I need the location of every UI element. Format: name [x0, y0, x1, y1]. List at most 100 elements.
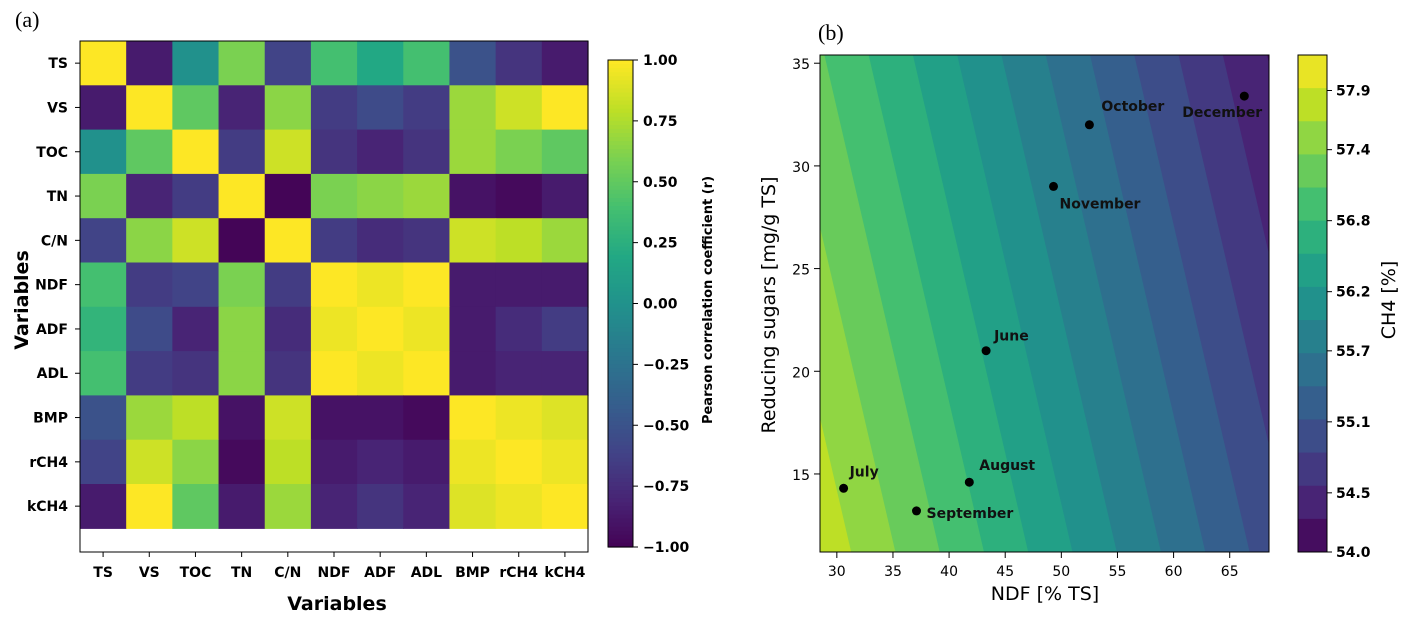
contour-band [868, 55, 1029, 552]
colorbar-segment [608, 413, 633, 418]
heatmap-cell [495, 395, 543, 441]
heatmap-cell [264, 306, 312, 352]
x-tick-label: 30 [828, 564, 846, 580]
colorbar-segment [608, 502, 633, 508]
colorbar-segment [608, 116, 633, 122]
heatmap-cell [449, 129, 497, 175]
heatmap-cell [403, 41, 451, 86]
x-tick-label: 35 [884, 564, 902, 580]
heatmap-colorbar-label: Pearson correlation coefficient (r) [701, 176, 716, 424]
heatmap-cell [541, 306, 589, 352]
colorbar-segment [608, 498, 633, 503]
heatmap-cell [310, 41, 358, 86]
colorbar-segment [608, 494, 633, 499]
heatmap-cell [495, 351, 543, 396]
colorbar-segment [608, 80, 633, 85]
heatmap-cell [218, 306, 266, 352]
contour-band [824, 55, 985, 552]
heatmap-cell [172, 173, 220, 219]
colorbar-segment [608, 315, 633, 321]
heatmap-y-tick-label: NDF [35, 278, 68, 294]
heatmap-cell [126, 439, 173, 485]
heatmap-y-tick-label: TOC [36, 145, 68, 161]
colorbar-segment [608, 230, 633, 236]
heatmap-cell [310, 395, 358, 441]
colorbar-segment [608, 506, 633, 512]
heatmap-cell [495, 484, 543, 529]
colorbar-segment [608, 518, 633, 524]
colorbar-segment [608, 165, 633, 171]
colorbar-segment [608, 348, 633, 353]
heatmap-cell [126, 41, 173, 86]
ch4-colorbar-segment [1298, 386, 1327, 420]
colorbar-segment [608, 433, 633, 439]
colorbar-segment [608, 193, 633, 199]
colorbar-segment [608, 486, 633, 491]
ch4-colorbar-tick-label: 56.2 [1336, 285, 1371, 301]
heatmap-x-tick-label: rCH4 [499, 565, 538, 581]
heatmap-cell [264, 85, 312, 131]
y-tick-label: 25 [792, 263, 810, 279]
contour-x-axis-label: NDF [% TS] [991, 583, 1099, 605]
colorbar-segment [608, 96, 633, 102]
heatmap-x-axis-label: Variables [287, 593, 387, 615]
heatmap-x-tick-labels: TS VS TOC TN C/N NDF ADF ADL BMP rCH4 kCH4 [93, 552, 586, 581]
colorbar-segment [608, 388, 633, 394]
colorbar-segment [608, 526, 633, 532]
heatmap-cell [541, 85, 589, 131]
heatmap-cell [310, 262, 358, 308]
heatmap-y-tick-label: BMP [33, 411, 68, 427]
panel-a: (a) TS VS TOC TN C/N NDF ADF ADL BMP rCH4 kCH4 TS V… [11, 7, 716, 615]
heatmap-cell [172, 484, 220, 529]
heatmap-cell [541, 484, 589, 529]
heatmap-x-tick-label: C/N [274, 565, 301, 581]
colorbar-segment [608, 181, 633, 187]
heatmap-cell [264, 173, 312, 219]
colorbar-segment [608, 202, 633, 207]
heatmap-cell [172, 129, 220, 175]
colorbar-segment [608, 303, 633, 309]
contour-y-axis-label: Reducing sugars [mg/g TS] [758, 177, 780, 434]
colorbar-segment [608, 453, 633, 459]
colorbar-tick-label: 0.00 [643, 297, 678, 313]
colorbar-segment [608, 311, 633, 317]
heatmap-x-tick-label: TOC [180, 565, 212, 581]
heatmap-cell [218, 351, 266, 396]
colorbar-segment [608, 104, 633, 110]
colorbar-segment [608, 173, 633, 179]
ch4-colorbar-label: CH4 [%] [1378, 261, 1400, 340]
colorbar-segment [608, 344, 633, 349]
colorbar-segment [608, 538, 633, 544]
heatmap-cell [495, 218, 543, 264]
heatmap-cell [310, 85, 358, 131]
heatmap-y-tick-label: kCH4 [27, 499, 68, 515]
heatmap-cell [403, 439, 451, 485]
heatmap-cell [357, 351, 404, 396]
heatmap-cell [80, 439, 127, 485]
heatmap-cell [357, 85, 404, 131]
colorbar-segment [608, 299, 633, 305]
heatmap-y-tick-labels: TS VS TOC TN C/N NDF ADF ADL BMP rCH4 kCH4 [27, 56, 80, 515]
heatmap-cell [264, 395, 312, 441]
month-points: October December November June July August Sep… [839, 91, 1262, 522]
ch4-colorbar-segment [1298, 353, 1327, 387]
ch4-colorbar-segment [1298, 253, 1327, 288]
heatmap-cell [357, 484, 404, 529]
x-tick-label: 40 [940, 564, 958, 580]
heatmap-cell [126, 218, 173, 264]
heatmap-cell [218, 218, 266, 264]
contour-band [1001, 55, 1162, 552]
colorbar-segment [608, 141, 633, 146]
colorbar-segment [608, 258, 633, 264]
month-point-label: October [1101, 99, 1164, 115]
contour-band [1222, 55, 1269, 255]
heatmap-cell [495, 129, 543, 175]
heatmap-cell [495, 262, 543, 308]
heatmap-cell [449, 395, 497, 441]
month-point [1049, 181, 1058, 191]
colorbar-segment [608, 534, 633, 540]
contour-x-ticks: 30 35 40 45 50 55 60 65 [828, 552, 1239, 580]
heatmap-cell [449, 218, 497, 264]
contour-band [1090, 55, 1251, 552]
heatmap-cell [126, 306, 173, 352]
